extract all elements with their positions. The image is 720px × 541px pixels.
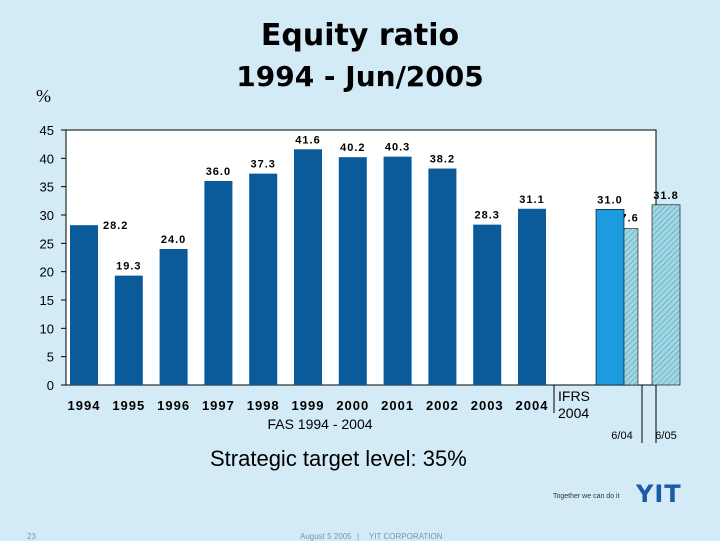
bar-1996 bbox=[159, 249, 188, 385]
strategic-target-text: Strategic target level: 35% bbox=[210, 446, 467, 471]
bar-6/05 bbox=[651, 204, 681, 386]
x-tick-label: 6/04 bbox=[611, 430, 632, 442]
x-tick-label: 2001 bbox=[381, 398, 414, 413]
svg-text:YIT: YIT bbox=[636, 484, 682, 504]
value-label: 24.0 bbox=[161, 234, 186, 246]
ifrs-label: IFRS bbox=[558, 388, 590, 404]
tagline: Together we can do it bbox=[553, 493, 620, 500]
x-tick-label: 2000 bbox=[336, 398, 369, 413]
value-label: 40.2 bbox=[340, 142, 365, 154]
value-label: 31.8 bbox=[653, 190, 678, 202]
chart-title: Equity ratio bbox=[260, 18, 460, 53]
y-tick-label: 0 bbox=[47, 378, 54, 393]
bar-1997 bbox=[204, 181, 233, 385]
footer-date: August 5 2005 bbox=[300, 532, 352, 541]
value-label: 41.6 bbox=[295, 134, 320, 146]
x-tick-label: 1996 bbox=[157, 398, 190, 413]
value-label: 28.2 bbox=[103, 220, 128, 232]
yit-logo: YIT bbox=[636, 484, 682, 504]
y-tick-label: 45 bbox=[40, 123, 54, 138]
bar-2001 bbox=[383, 156, 412, 385]
page-number: 23 bbox=[27, 532, 36, 541]
bar-2000 bbox=[338, 157, 367, 385]
y-tick-label: 25 bbox=[40, 236, 54, 251]
bar-1998 bbox=[249, 173, 278, 385]
bar-1999 bbox=[294, 149, 322, 385]
value-label: 36.0 bbox=[206, 166, 231, 178]
y-tick-label: 5 bbox=[47, 350, 54, 365]
y-tick-label: 30 bbox=[40, 208, 54, 223]
chart-subtitle: 1994 - Jun/2005 bbox=[236, 60, 484, 93]
x-tick-label: 1998 bbox=[247, 398, 280, 413]
bar-2002 bbox=[428, 168, 457, 385]
x-tick-label: 2003 bbox=[471, 398, 504, 413]
ifrs-year-label: 2004 bbox=[558, 405, 589, 421]
footer-separator: | bbox=[357, 532, 360, 541]
value-label: 37.3 bbox=[250, 159, 275, 171]
value-label: 19.3 bbox=[116, 261, 141, 273]
y-tick-label: 35 bbox=[40, 180, 54, 195]
y-tick-label: 10 bbox=[40, 321, 54, 336]
bar-1995 bbox=[114, 275, 143, 385]
y-tick-label: 15 bbox=[40, 293, 54, 308]
x-tick-label: 1997 bbox=[202, 398, 235, 413]
x-tick-label: 2002 bbox=[426, 398, 459, 413]
fas-label: FAS 1994 - 2004 bbox=[267, 416, 372, 432]
bar-ifrs-2004 bbox=[595, 209, 625, 386]
y-tick-label: 20 bbox=[40, 265, 54, 280]
value-label: 40.3 bbox=[385, 142, 410, 154]
y-axis-unit: % bbox=[36, 86, 51, 106]
value-label: 31.0 bbox=[597, 194, 622, 206]
bar-1994 bbox=[70, 225, 98, 385]
y-tick-label: 40 bbox=[40, 151, 54, 166]
x-tick-label: 6/05 bbox=[655, 430, 676, 442]
x-tick-label: 1999 bbox=[292, 398, 325, 413]
bar-2003 bbox=[473, 224, 502, 385]
x-tick-label: 1994 bbox=[68, 398, 101, 413]
value-label: 38.2 bbox=[430, 154, 455, 166]
x-tick-label: 2004 bbox=[516, 398, 549, 413]
footer-company: YIT CORPORATION bbox=[369, 532, 443, 541]
x-tick-label: 1995 bbox=[112, 398, 145, 413]
value-label: 31.1 bbox=[519, 194, 544, 206]
bar-2004 bbox=[518, 208, 546, 385]
value-label: 28.3 bbox=[474, 210, 499, 222]
